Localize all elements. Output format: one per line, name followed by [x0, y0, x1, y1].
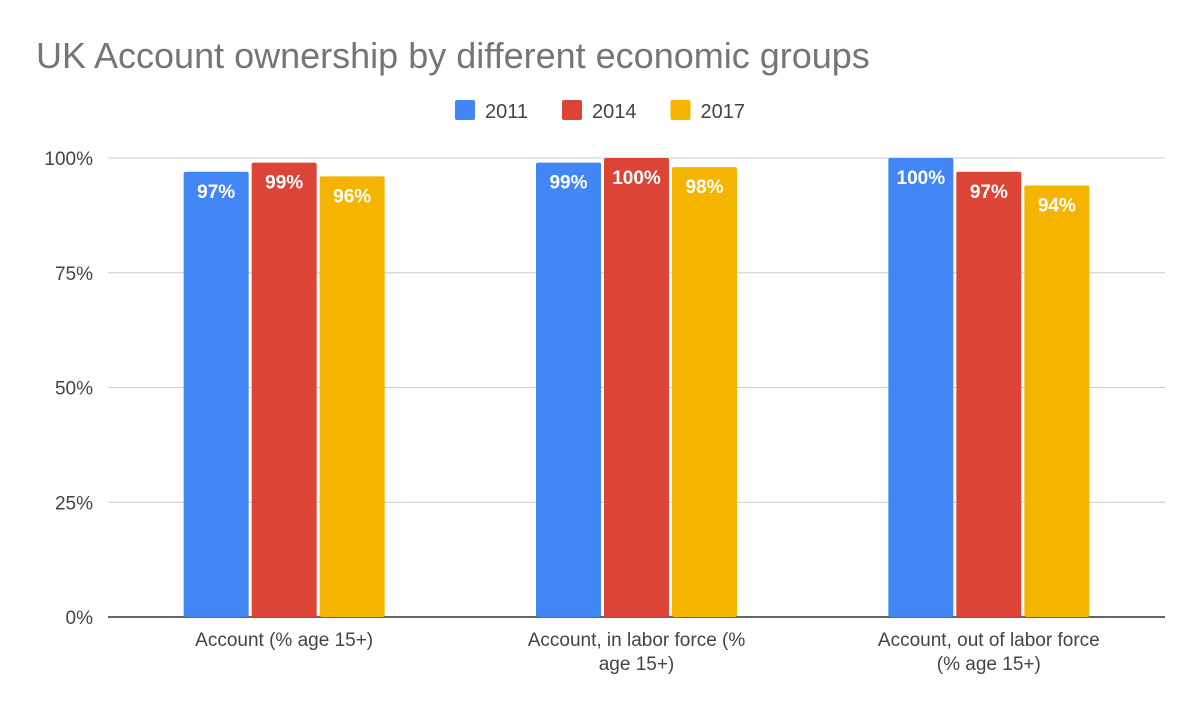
bar-2017-1 — [672, 167, 737, 617]
x-category-label: Account, in labor force (% — [528, 630, 746, 651]
data-label: 100% — [612, 168, 661, 189]
data-label: 100% — [897, 168, 946, 189]
y-tick-label: 25% — [55, 493, 93, 514]
bar-2017-0 — [319, 176, 385, 618]
x-category-label: age 15+) — [599, 654, 675, 675]
x-axis: Account (% age 15+) Account, in labor for… — [195, 630, 1100, 675]
y-tick-label: 50% — [55, 379, 93, 400]
bar-2011-0 — [183, 171, 249, 617]
bar-2011-1 — [536, 162, 601, 617]
bar-2014-0 — [251, 162, 317, 617]
data-label: 99% — [549, 173, 587, 194]
chart-title: UK Account ownership by different econom… — [36, 35, 870, 76]
data-label: 98% — [685, 177, 723, 198]
data-label: 97% — [197, 182, 235, 203]
y-tick-label: 100% — [44, 149, 93, 170]
data-label: 99% — [265, 173, 303, 194]
x-category-label: Account, out of labor force — [878, 630, 1100, 651]
legend-label: 2011 — [485, 101, 528, 123]
x-category-label: (% age 15+) — [937, 654, 1041, 675]
data-labels: 97% 99% 96% 99% 100% 98% 100% 97% 94% — [197, 168, 1076, 217]
legend: 2011 2014 2017 — [454, 100, 746, 123]
bar-2014-2 — [956, 171, 1022, 617]
bar-2014-1 — [604, 158, 669, 617]
data-label: 94% — [1038, 196, 1076, 217]
x-category-label: Account (% age 15+) — [195, 630, 373, 651]
legend-swatch-2014 — [562, 100, 583, 120]
y-tick-label: 75% — [55, 264, 93, 285]
legend-label: 2014 — [592, 101, 637, 123]
data-label: 97% — [970, 182, 1008, 203]
data-label: 96% — [333, 186, 371, 207]
bars — [183, 158, 1090, 618]
legend-swatch-2011 — [454, 100, 475, 120]
y-axis: 0% 25% 50% 75% 100% — [44, 149, 93, 629]
legend-swatch-2017 — [670, 100, 691, 120]
bar-2017-2 — [1024, 185, 1090, 618]
y-tick-label: 0% — [66, 608, 94, 629]
bar-2011-2 — [888, 158, 954, 617]
legend-label: 2017 — [701, 101, 746, 123]
